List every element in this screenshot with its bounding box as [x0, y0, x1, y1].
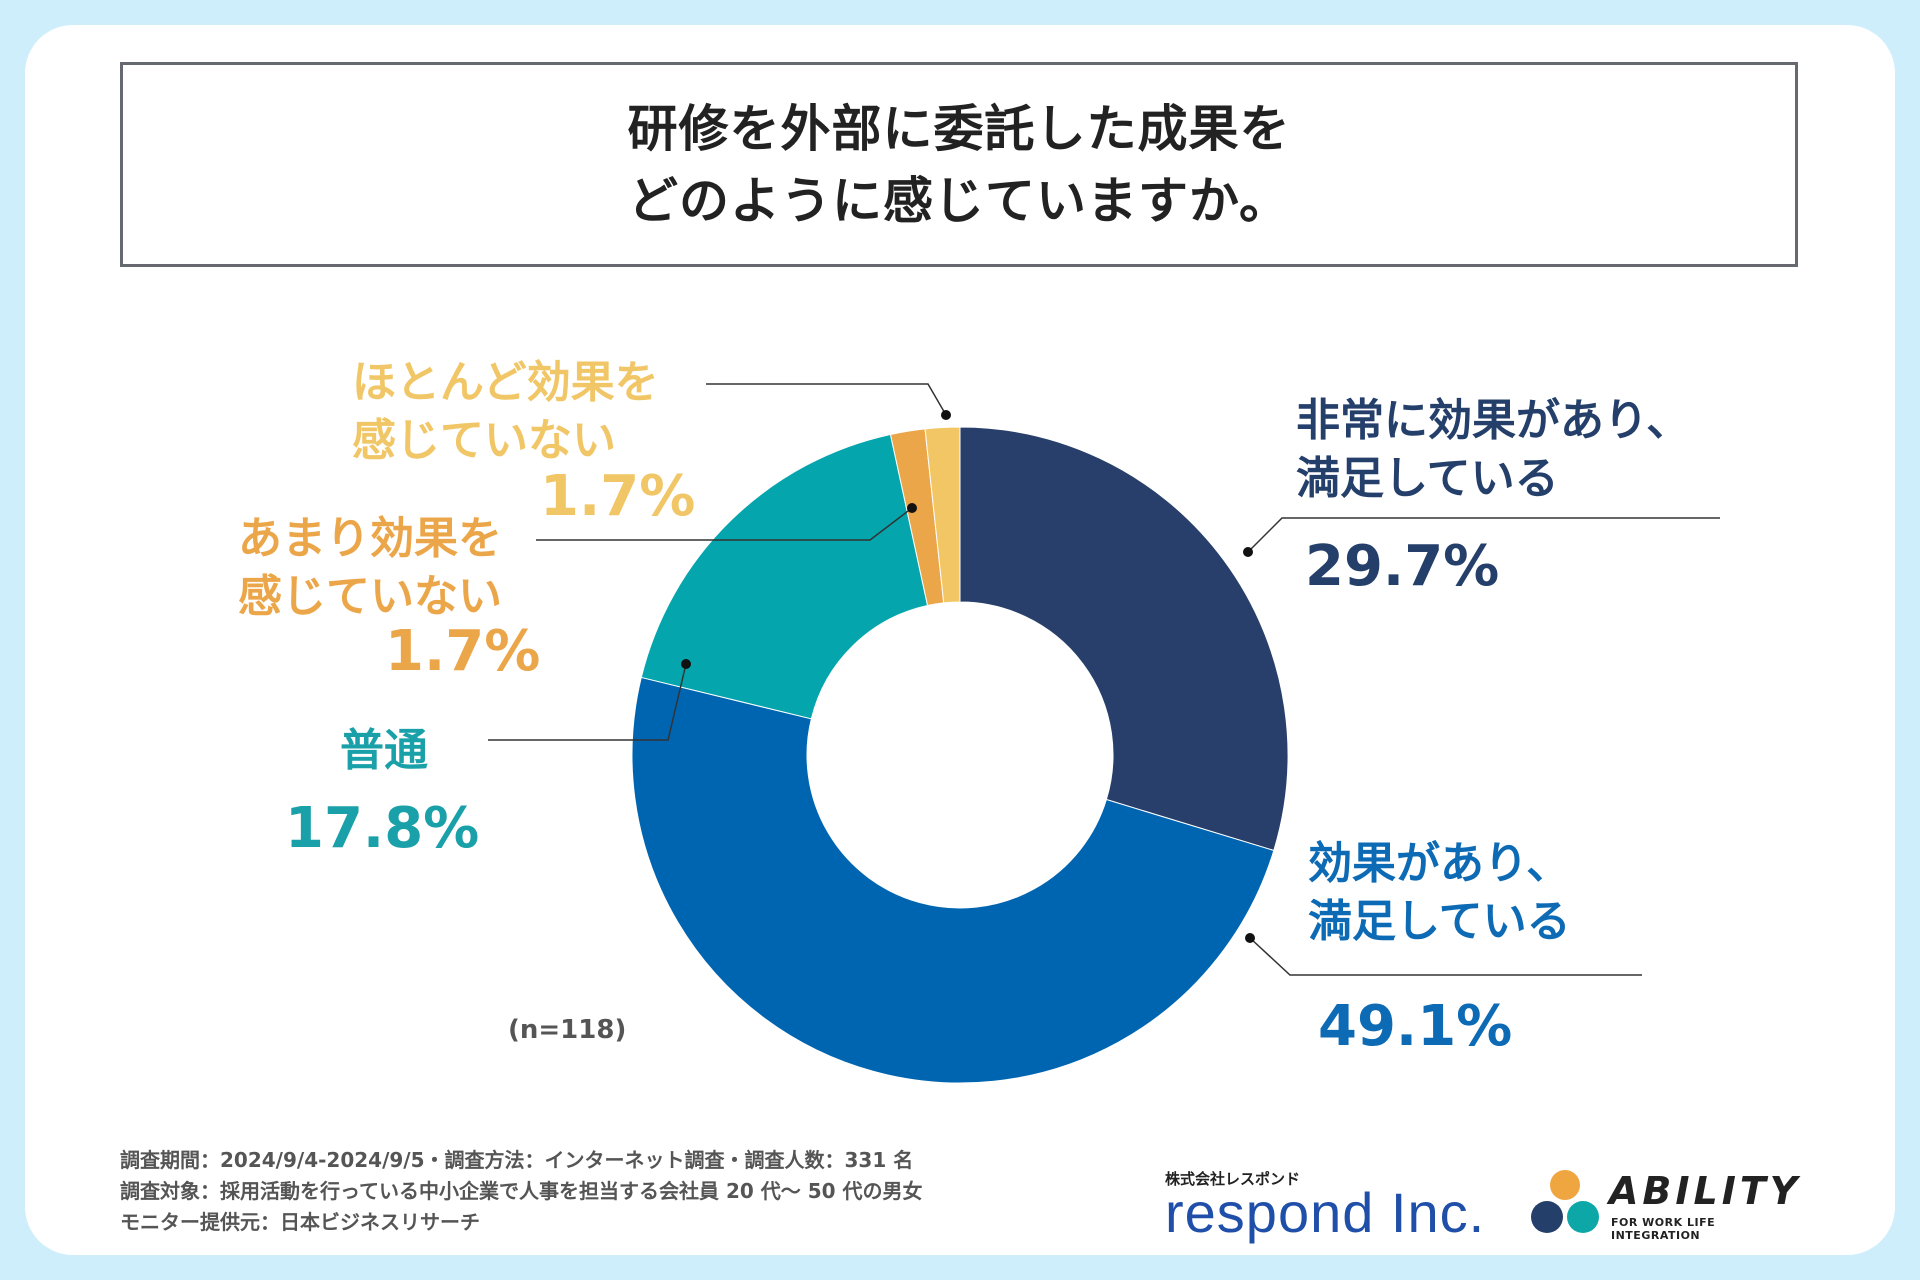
slice-value-hardly: 1.7% — [540, 464, 696, 529]
donut-slice-very-effective — [959, 426, 1289, 852]
slice-value-normal: 17.8% — [285, 796, 480, 861]
leader-lines — [488, 383, 1720, 976]
slice-label-very-effective: 非常に効果があり、 満足している — [1296, 392, 1690, 508]
footnote-provider: モニター提供元：日本ビジネスリサーチ — [120, 1210, 480, 1234]
ability-mark-top-circle — [1550, 1170, 1580, 1200]
donut-slice-hardly — [924, 426, 961, 604]
footnote-period: 調査期間：2024/9/4-2024/9/5・調査方法：インターネット調査・調査… — [120, 1148, 914, 1172]
leader-dot-very-effective — [1243, 547, 1253, 557]
respond-logo-subtitle: 株式会社レスポンド — [1165, 1170, 1301, 1188]
leader-dot-hardly — [941, 410, 951, 420]
leader-line-hardly — [706, 383, 947, 416]
leader-line-normal — [488, 663, 687, 741]
slice-label-hardly: ほとんど効果を 感じていない — [352, 354, 659, 470]
leader-dot-not-very — [907, 503, 917, 513]
slice-label-line2: 満足している — [1296, 453, 1559, 504]
leader-dot-effective — [1245, 933, 1255, 943]
slice-label-not-very: あまり効果を 感じていない — [238, 510, 502, 626]
ability-logo-wordmark: ABILITY — [1609, 1169, 1802, 1213]
slice-label-effective: 効果があり、 満足している — [1308, 835, 1571, 951]
slice-label-normal: 普通 — [340, 725, 428, 776]
title-box: 研修を外部に委託した成果を どのように感じていますか。 — [120, 62, 1798, 267]
title-line-2: どのように感じていますか。 — [628, 171, 1290, 230]
respond-logo-wordmark: respond Inc. — [1165, 1181, 1486, 1244]
leader-line-very-effective — [1247, 517, 1720, 553]
ability-mark-right-circle — [1567, 1201, 1599, 1233]
respond-logo: 株式会社レスポンド respond Inc. — [1165, 1168, 1495, 1248]
slice-label-line1: ほとんど効果を — [352, 357, 659, 408]
ability-mark-left-circle — [1531, 1201, 1563, 1233]
title-line-1: 研修を外部に委託した成果を — [627, 99, 1291, 158]
slice-value-not-very: 1.7% — [385, 619, 541, 684]
leader-dots — [681, 410, 1255, 943]
slice-value-very-effective: 29.7% — [1305, 534, 1500, 599]
slice-label-line2: 満足している — [1308, 896, 1571, 947]
leader-line-effective — [1249, 937, 1642, 976]
sample-size-note: (n=118) — [508, 1015, 627, 1045]
slice-label-line1: 効果があり、 — [1308, 838, 1571, 889]
ability-mark-icon — [1531, 1170, 1599, 1233]
slice-label-line2: 感じていない — [352, 415, 616, 466]
footnote-target: 調査対象：採用活動を行っている中小企業で人事を担当する会社員 20 代～ 50 … — [120, 1179, 923, 1203]
slice-value-effective: 49.1% — [1318, 994, 1513, 1059]
ability-logo: ABILITY FOR WORK LIFE INTEGRATION — [1525, 1165, 1805, 1245]
slice-label-line2: 感じていない — [238, 571, 502, 622]
slice-label-line1: 非常に効果があり、 — [1296, 395, 1691, 446]
donut-slice-normal — [640, 433, 929, 720]
ability-logo-tagline: FOR WORK LIFE INTEGRATION — [1611, 1216, 1716, 1242]
leader-dot-normal — [681, 659, 691, 669]
donut-slice-effective — [631, 676, 1275, 1084]
slice-label-line1: あまり効果を — [238, 513, 502, 564]
leader-line-not-very — [536, 507, 913, 541]
slice-group — [631, 426, 1289, 1084]
survey-footnotes: 調査期間：2024/9/4-2024/9/5・調査方法：インターネット調査・調査… — [120, 1145, 923, 1238]
